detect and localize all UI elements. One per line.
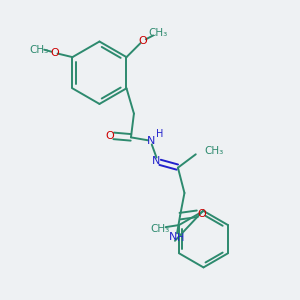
Text: O: O [197,209,206,219]
Text: CH₃: CH₃ [149,28,168,38]
Text: O: O [139,36,147,46]
Text: H: H [156,128,163,139]
Text: O: O [105,131,114,141]
Text: N: N [169,232,178,242]
Text: O: O [50,48,59,58]
Text: H: H [177,233,184,243]
Text: CH₃: CH₃ [205,146,224,156]
Text: N: N [152,156,161,166]
Text: N: N [147,136,155,146]
Text: CH₃: CH₃ [151,224,170,234]
Text: CH₃: CH₃ [29,45,49,55]
